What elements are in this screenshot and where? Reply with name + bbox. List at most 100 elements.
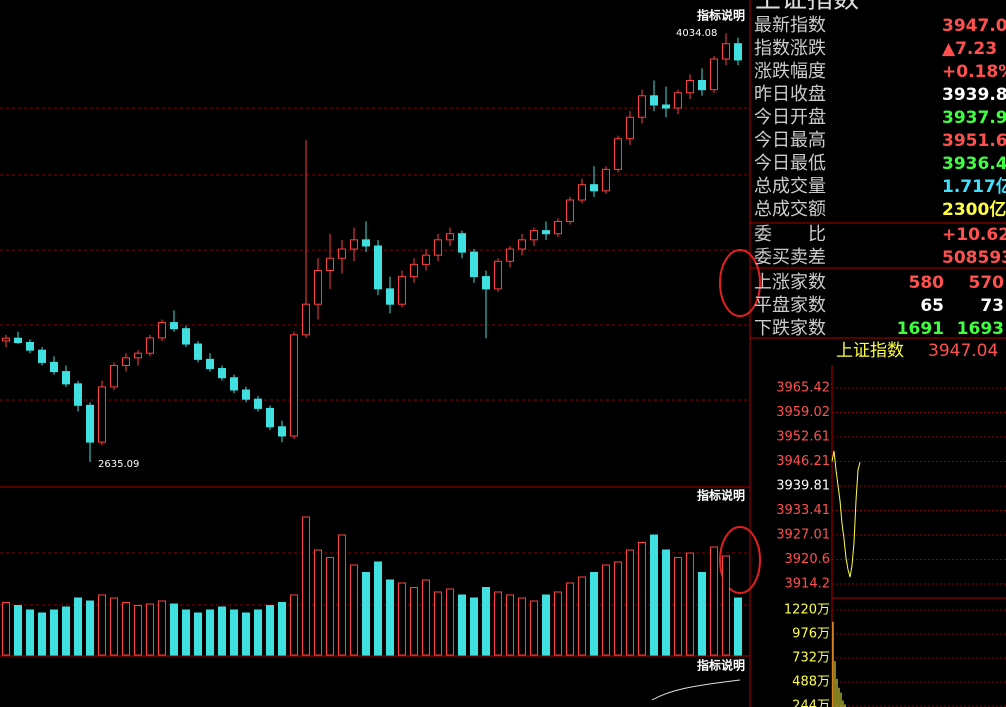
breadth-value: 580 bbox=[909, 273, 945, 293]
candle-body bbox=[626, 116, 634, 140]
volume-bar bbox=[98, 594, 106, 656]
volume-bar bbox=[710, 546, 718, 656]
quote-value: 5085930 bbox=[942, 248, 1006, 268]
panel-label[interactable]: 指标说明 bbox=[697, 658, 745, 673]
candle-body bbox=[230, 377, 238, 391]
candle-body bbox=[470, 251, 478, 278]
candle-body bbox=[110, 364, 118, 388]
volume-bar bbox=[458, 594, 466, 656]
volume-bar bbox=[518, 597, 526, 656]
candle-body bbox=[290, 334, 298, 437]
quote-label: 总成交量 bbox=[754, 176, 826, 197]
v-tick-label: 1220万 bbox=[784, 603, 830, 618]
candle-body bbox=[698, 79, 706, 91]
volume-bar bbox=[398, 582, 406, 656]
y-tick-label: 3959.02 bbox=[776, 405, 830, 420]
volume-bar bbox=[206, 609, 214, 656]
quote-value: 2300亿 bbox=[942, 199, 1006, 220]
quote-label: 今日最低 bbox=[754, 153, 826, 174]
y-tick-label: 3914.2 bbox=[785, 577, 831, 592]
price-line bbox=[831, 450, 861, 578]
volume-bar bbox=[470, 597, 478, 656]
candle-body bbox=[194, 343, 202, 360]
volume-bar bbox=[2, 602, 10, 656]
panel-label[interactable]: 指标说明 bbox=[697, 8, 745, 23]
quote-value: 3936.48 bbox=[942, 154, 1006, 174]
candle-body bbox=[278, 426, 286, 437]
volume-bar bbox=[530, 600, 538, 656]
volume-bar bbox=[326, 557, 334, 656]
volume-bar bbox=[602, 564, 610, 656]
candle-body bbox=[398, 276, 406, 305]
volume-bar bbox=[386, 579, 394, 656]
volume-bar bbox=[302, 516, 310, 656]
volume-bar bbox=[434, 591, 442, 656]
breadth-value: 1691 bbox=[897, 319, 944, 339]
volume-bar bbox=[482, 587, 490, 656]
candle-body bbox=[602, 168, 610, 192]
candle-body bbox=[506, 248, 514, 262]
v-tick-label: 244万 bbox=[792, 699, 830, 707]
volume-bar bbox=[254, 609, 262, 656]
candle-body bbox=[710, 58, 718, 91]
volume-bar bbox=[734, 597, 742, 656]
volume-bar bbox=[146, 603, 154, 656]
candle-body bbox=[566, 199, 574, 222]
breadth-value: 65 bbox=[920, 296, 944, 316]
breadth-label: 上涨家数 bbox=[754, 272, 826, 293]
volume-bar bbox=[638, 542, 646, 656]
volume-bar bbox=[50, 609, 58, 656]
volume-bar bbox=[26, 609, 34, 656]
quote-label: 今日最高 bbox=[754, 130, 826, 151]
quote-value: +0.18% bbox=[942, 62, 1006, 82]
volume-bar bbox=[110, 597, 118, 656]
candle-body bbox=[662, 104, 670, 109]
candle-body bbox=[482, 276, 490, 290]
candle-body bbox=[446, 233, 454, 241]
candle-body bbox=[518, 239, 526, 250]
quote-label: 指数涨跌 bbox=[754, 38, 826, 59]
candle-body bbox=[734, 43, 742, 61]
low-label: 2635.09 bbox=[98, 459, 139, 470]
volume-bar bbox=[350, 564, 358, 656]
volume-bar bbox=[242, 612, 250, 656]
quote-value: 1.717亿 bbox=[942, 176, 1006, 197]
candle-body bbox=[38, 349, 46, 363]
volume-bar bbox=[290, 594, 298, 656]
quote-value: 3937.92 bbox=[942, 108, 1006, 128]
y-tick-label: 3965.42 bbox=[776, 381, 830, 396]
quote-label: 最新指数 bbox=[754, 15, 826, 36]
y-tick-label: 3946.21 bbox=[776, 454, 830, 469]
intraday-value: 3947.04 bbox=[928, 341, 998, 361]
candle-body bbox=[554, 220, 562, 235]
candle-body bbox=[338, 248, 346, 259]
candle-body bbox=[686, 79, 694, 94]
candle-body bbox=[146, 337, 154, 354]
volume-bar bbox=[194, 612, 202, 656]
panel-label[interactable]: 指标说明 bbox=[697, 488, 745, 503]
volume-bar bbox=[662, 549, 670, 656]
candle-body bbox=[62, 371, 70, 385]
volume-bar bbox=[134, 605, 142, 656]
quote-label: 今日开盘 bbox=[754, 107, 826, 128]
quote-value: 3939.81 bbox=[942, 85, 1006, 105]
volume-bar bbox=[626, 549, 634, 656]
volume-bar bbox=[182, 609, 190, 656]
volume-bar bbox=[266, 605, 274, 656]
candle-body bbox=[206, 358, 214, 370]
candle-body bbox=[314, 269, 322, 305]
volume-bar bbox=[230, 609, 238, 656]
volume-bar bbox=[38, 612, 46, 656]
candle-body bbox=[674, 92, 682, 109]
breadth-value: 1693 bbox=[957, 319, 1004, 339]
quote-label: 涨跌幅度 bbox=[754, 61, 826, 82]
volume-bar bbox=[218, 606, 226, 656]
candle-body bbox=[350, 239, 358, 250]
candle-body bbox=[494, 260, 502, 290]
candle-body bbox=[134, 352, 142, 359]
v-tick-label: 976万 bbox=[792, 627, 830, 642]
indicator-line bbox=[651, 679, 741, 701]
candle-body bbox=[50, 361, 58, 373]
header-title: 上证指数 bbox=[755, 0, 859, 15]
